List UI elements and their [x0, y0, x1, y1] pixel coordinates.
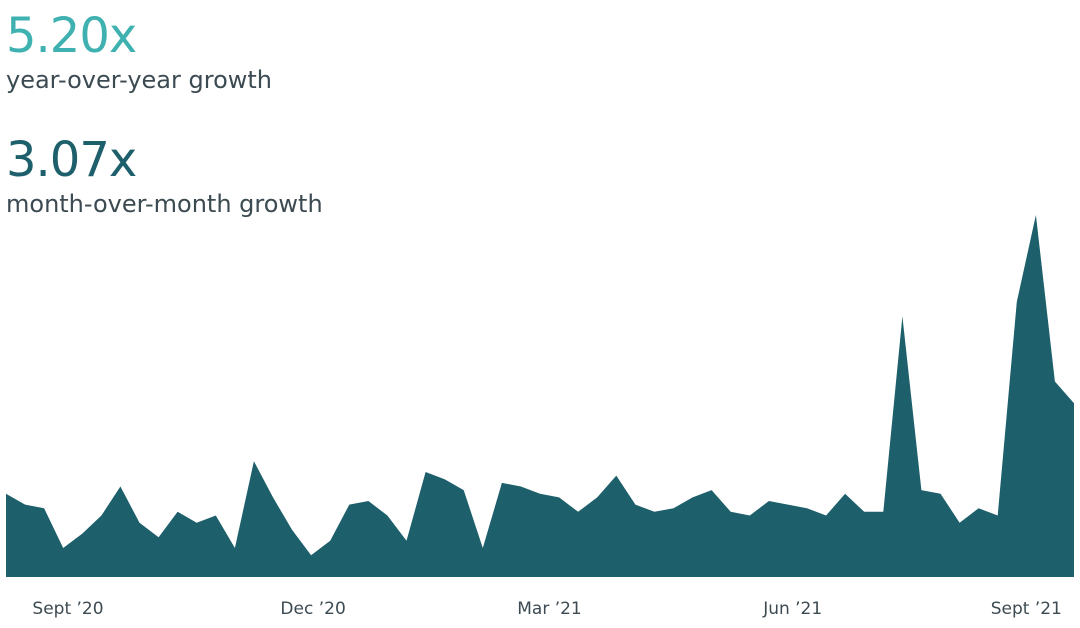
x-tick-label: Sept ’21	[991, 599, 1062, 619]
x-tick-label: Sept ’20	[32, 599, 103, 619]
x-tick-label: Mar ’21	[517, 599, 582, 619]
yoy-value: 5.20x	[6, 8, 137, 64]
mom-value: 3.07x	[6, 132, 137, 188]
yoy-label: year-over-year growth	[6, 66, 273, 94]
x-tick-label: Jun ’21	[762, 599, 822, 619]
stat-yoy: 5.20x year-over-year growth	[6, 12, 272, 94]
series-area	[6, 215, 1074, 577]
area-layer	[6, 215, 1074, 577]
x-tick-label: Dec ’20	[280, 599, 345, 619]
x-axis-ticks: Sept ’20 Dec ’20 Mar ’21 Jun ’21 Sept ’21	[32, 599, 1061, 619]
stat-mom: 3.07x month-over-month growth	[6, 136, 323, 218]
mom-label: month-over-month growth	[6, 190, 323, 218]
